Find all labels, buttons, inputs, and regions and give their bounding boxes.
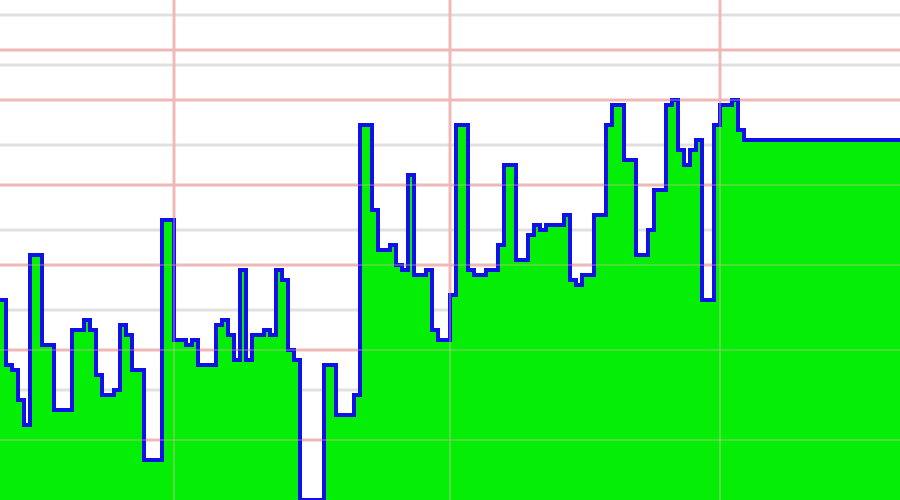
series-line [0,98,900,500]
